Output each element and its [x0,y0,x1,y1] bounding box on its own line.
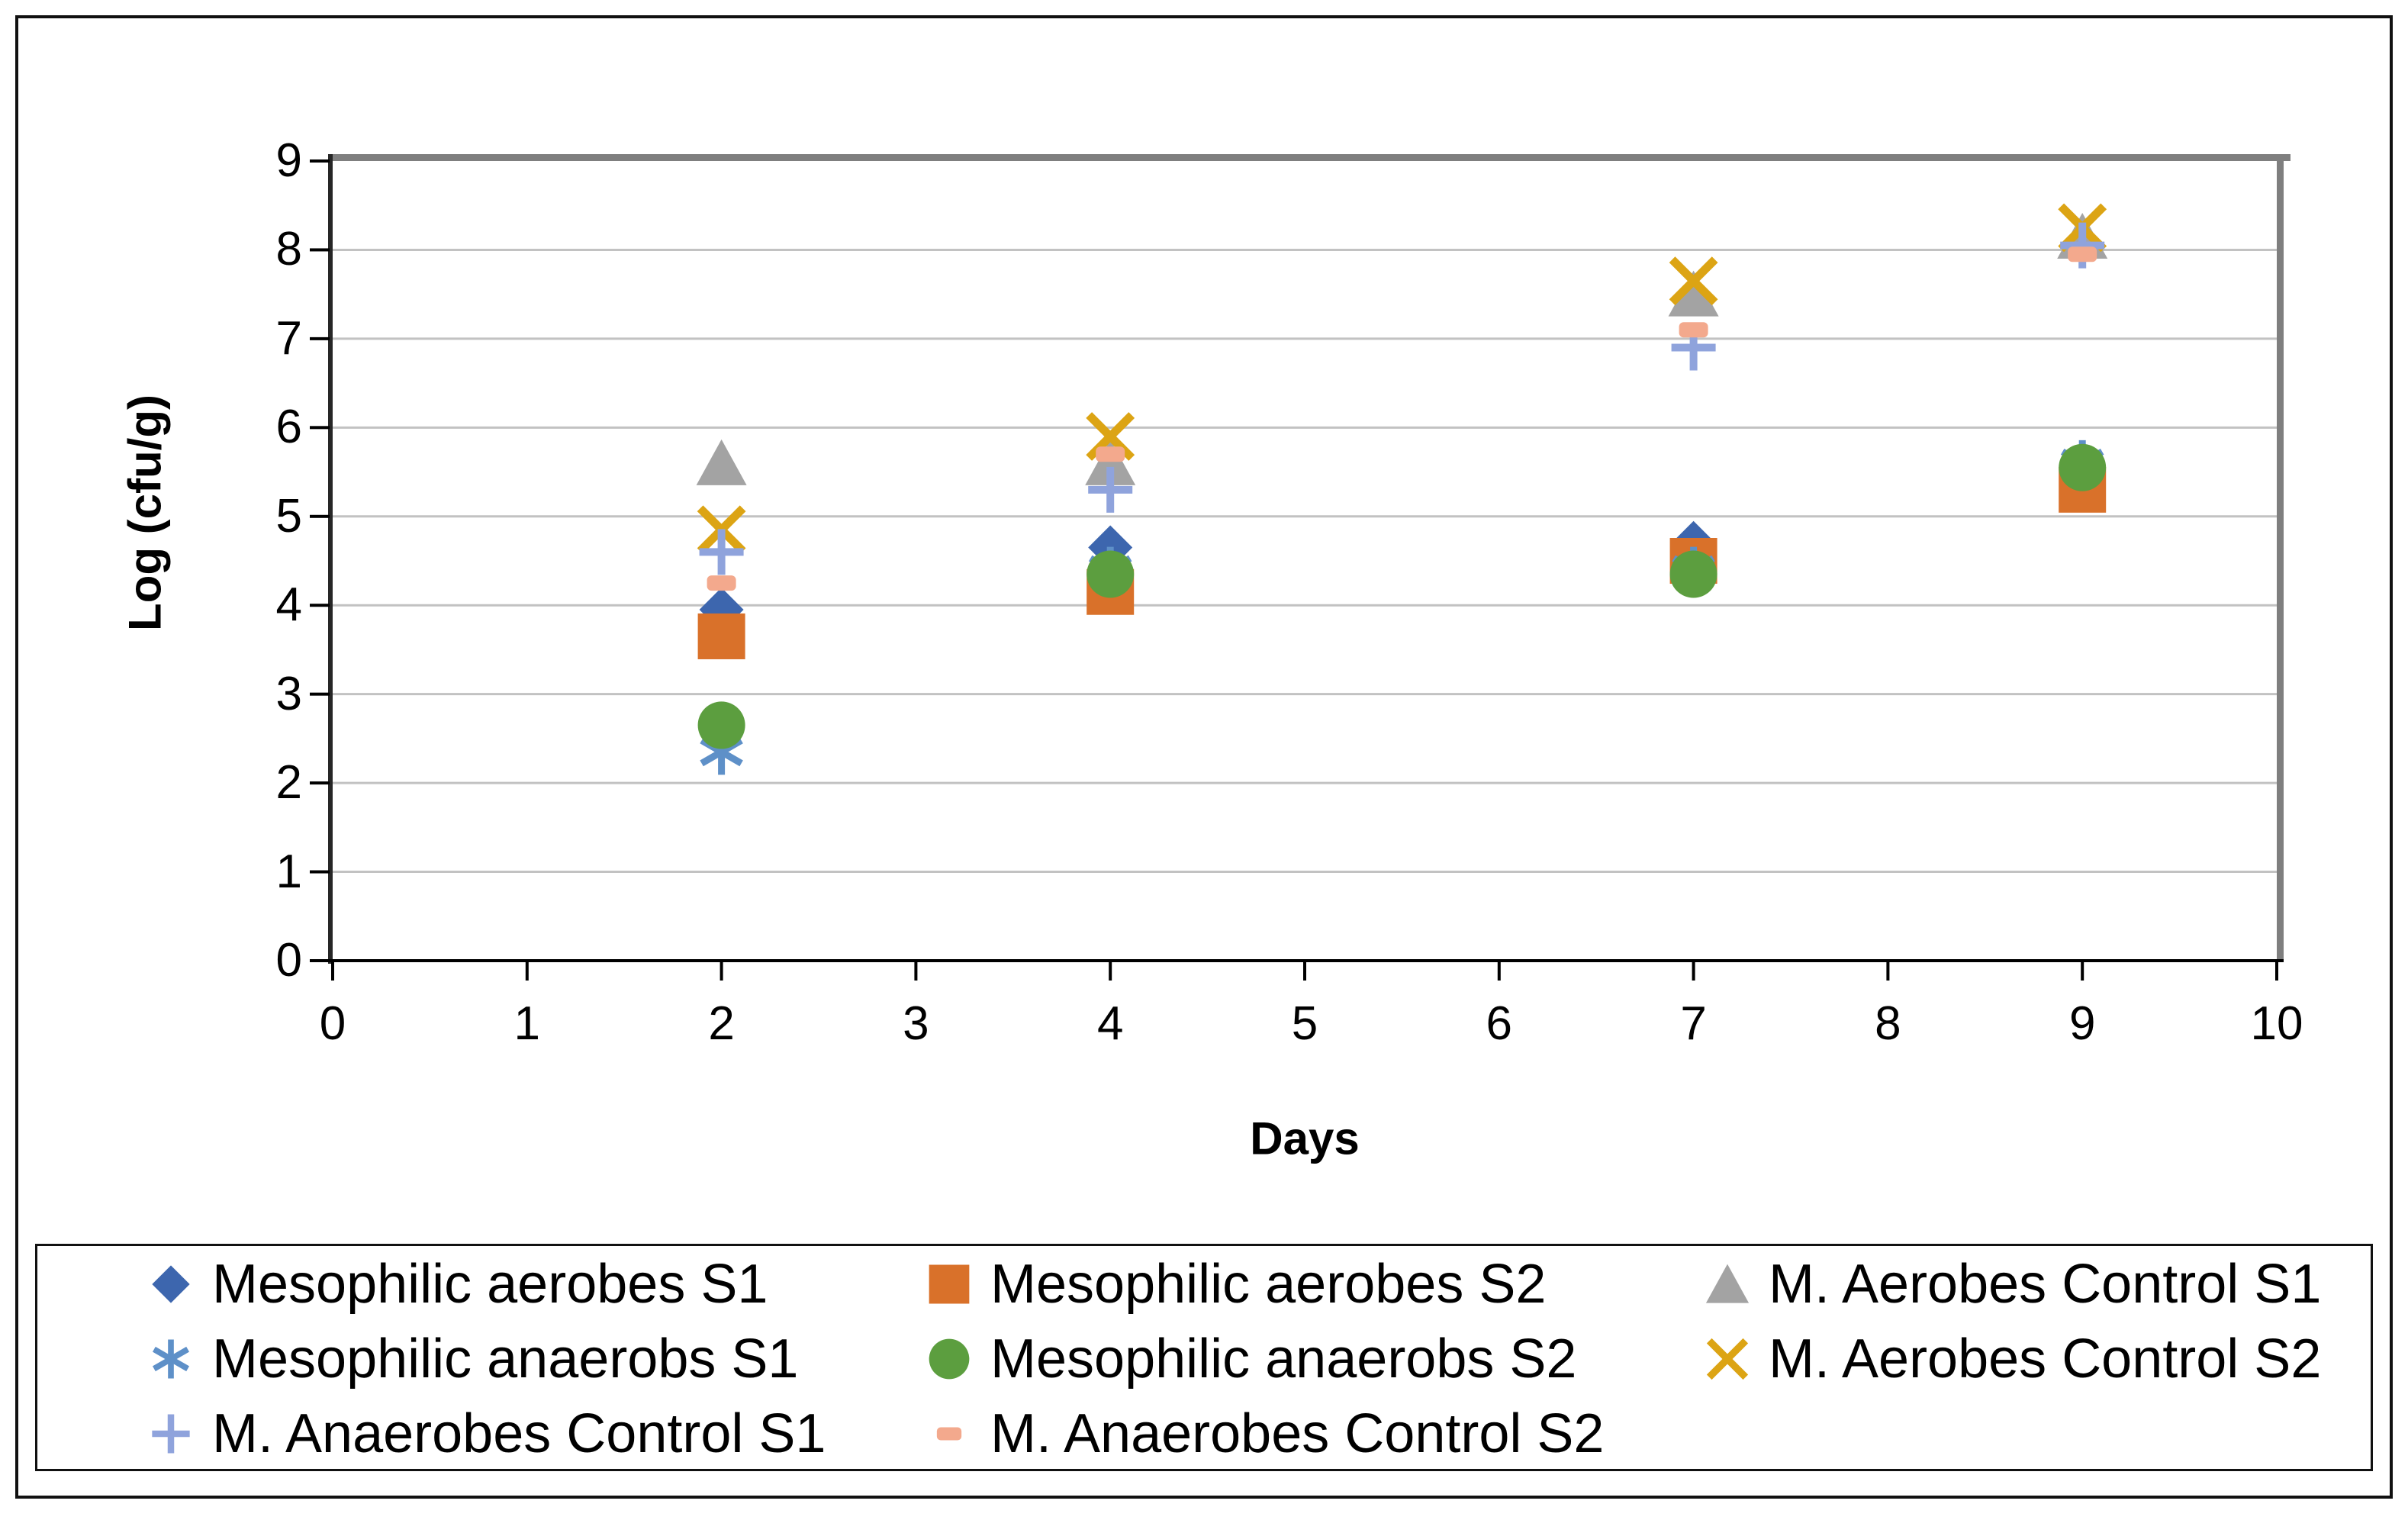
x-tick-label: 7 [1680,997,1707,1050]
legend-marker-triangle-icon [1705,1264,1750,1303]
legend-item: Mesophilic aerobes S2 [919,1250,1546,1319]
marker-dash [1096,446,1125,462]
y-tick-mark [310,514,330,518]
marker-square [697,613,745,659]
x-tick-label: 0 [319,997,346,1050]
y-tick-mark [310,337,330,340]
marker-dash [1679,322,1708,338]
x-axis-title: Days [1250,1113,1360,1164]
legend-label: Mesophilic anaerobs S1 [212,1328,799,1390]
y-tick-mark [310,692,330,696]
y-tick-label: 0 [275,934,302,987]
x-tick-mark [2275,961,2278,981]
marker-plus [699,529,744,575]
x-tick-label: 1 [513,997,541,1050]
y-tick-label: 2 [275,756,302,810]
marker-triangle [1705,1264,1750,1303]
legend-marker-plus-icon [152,1414,190,1454]
x-tick-mark [2081,961,2084,981]
x-tick-label: 2 [708,997,735,1050]
y-tick-mark [310,870,330,874]
legend-item: M. Aerobes Control S2 [1697,1325,2321,1393]
y-axis-title: Log (cfu/g) [119,394,171,631]
legend-marker-circle-icon [929,1338,970,1380]
legend-marker-x-icon [1706,1338,1749,1380]
x-tick-mark [1303,961,1306,981]
y-tick-label: 9 [275,134,302,187]
x-tick-mark [525,961,529,981]
legend-label: Mesophilic anaerobs S2 [990,1328,1577,1390]
x-tick-label: 10 [2250,997,2303,1050]
x-tick-label: 6 [1486,997,1513,1050]
y-tick-label: 4 [275,578,302,632]
legend-item: M. Aerobes Control S1 [1697,1250,2321,1319]
x-tick-label: 4 [1096,997,1124,1050]
marker-circle [929,1338,970,1380]
marker-circle [2059,443,2107,491]
legend-item: M. Anaerobes Control S2 [919,1399,1604,1468]
legend-marker-asterisk-icon [152,1339,190,1379]
marker-plus [1088,466,1133,513]
marker-triangle [1668,270,1719,317]
y-tick-mark [310,159,330,163]
legend-marker-diamond-icon [152,1265,190,1303]
y-axis-line [328,154,333,964]
x-tick-mark [1109,961,1112,981]
marker-circle [1669,550,1717,598]
legend-item: Mesophilic anaerobs S2 [919,1325,1576,1393]
marker-dash [2068,246,2097,262]
y-tick-label: 5 [275,489,302,543]
y-tick-mark [310,248,330,252]
y-tick-label: 1 [275,845,302,898]
marker-asterisk [152,1339,190,1379]
marker-x [1706,1338,1749,1380]
legend-label: M. Anaerobes Control S2 [990,1403,1605,1464]
y-tick-mark [310,959,330,962]
plot-top-border [328,154,2290,161]
figure-border [15,15,2393,1499]
x-tick-mark [914,961,918,981]
y-tick-label: 7 [275,311,302,365]
marker-diamond [152,1265,190,1303]
legend-label: M. Anaerobes Control S1 [212,1403,826,1464]
marker-x [1669,256,1718,306]
marker-triangle [696,439,747,485]
x-tick-mark [1886,961,1890,981]
legend-item: Mesophilic aerobes S1 [140,1250,768,1319]
legend-item: M. Anaerobes Control S1 [140,1399,826,1468]
legend-marker-square-icon [929,1264,970,1304]
y-tick-label: 3 [275,667,302,720]
x-tick-mark [1497,961,1501,981]
plot-right-border [2277,154,2284,961]
x-tick-mark [720,961,723,981]
x-tick-mark [331,961,334,981]
marker-circle [1086,550,1135,598]
y-tick-mark [310,604,330,607]
y-tick-label: 8 [275,223,302,276]
y-tick-mark [310,781,330,785]
x-tick-label: 5 [1291,997,1318,1050]
legend: Mesophilic aerobes S1 Mesophilic aerobes … [35,1244,2373,1471]
x-tick-label: 8 [1875,997,1901,1050]
marker-circle [697,701,745,749]
x-tick-label: 3 [903,997,929,1050]
marker-dash [936,1427,962,1441]
marker-triangle [1085,439,1136,485]
x-tick-mark [1692,961,1695,981]
marker-plus [152,1414,190,1454]
legend-marker-dash-icon [936,1427,962,1441]
y-tick-label: 6 [275,401,302,454]
marker-dash [707,575,736,591]
legend-label: Mesophilic aerobes S2 [990,1254,1547,1315]
legend-label: M. Aerobes Control S1 [1769,1254,2322,1315]
legend-label: Mesophilic aerobes S1 [212,1254,768,1315]
legend-item: Mesophilic anaerobs S1 [140,1325,798,1393]
x-tick-label: 9 [2068,997,2096,1050]
legend-label: M. Aerobes Control S2 [1769,1328,2322,1390]
y-tick-mark [310,426,330,430]
marker-square [929,1264,970,1304]
